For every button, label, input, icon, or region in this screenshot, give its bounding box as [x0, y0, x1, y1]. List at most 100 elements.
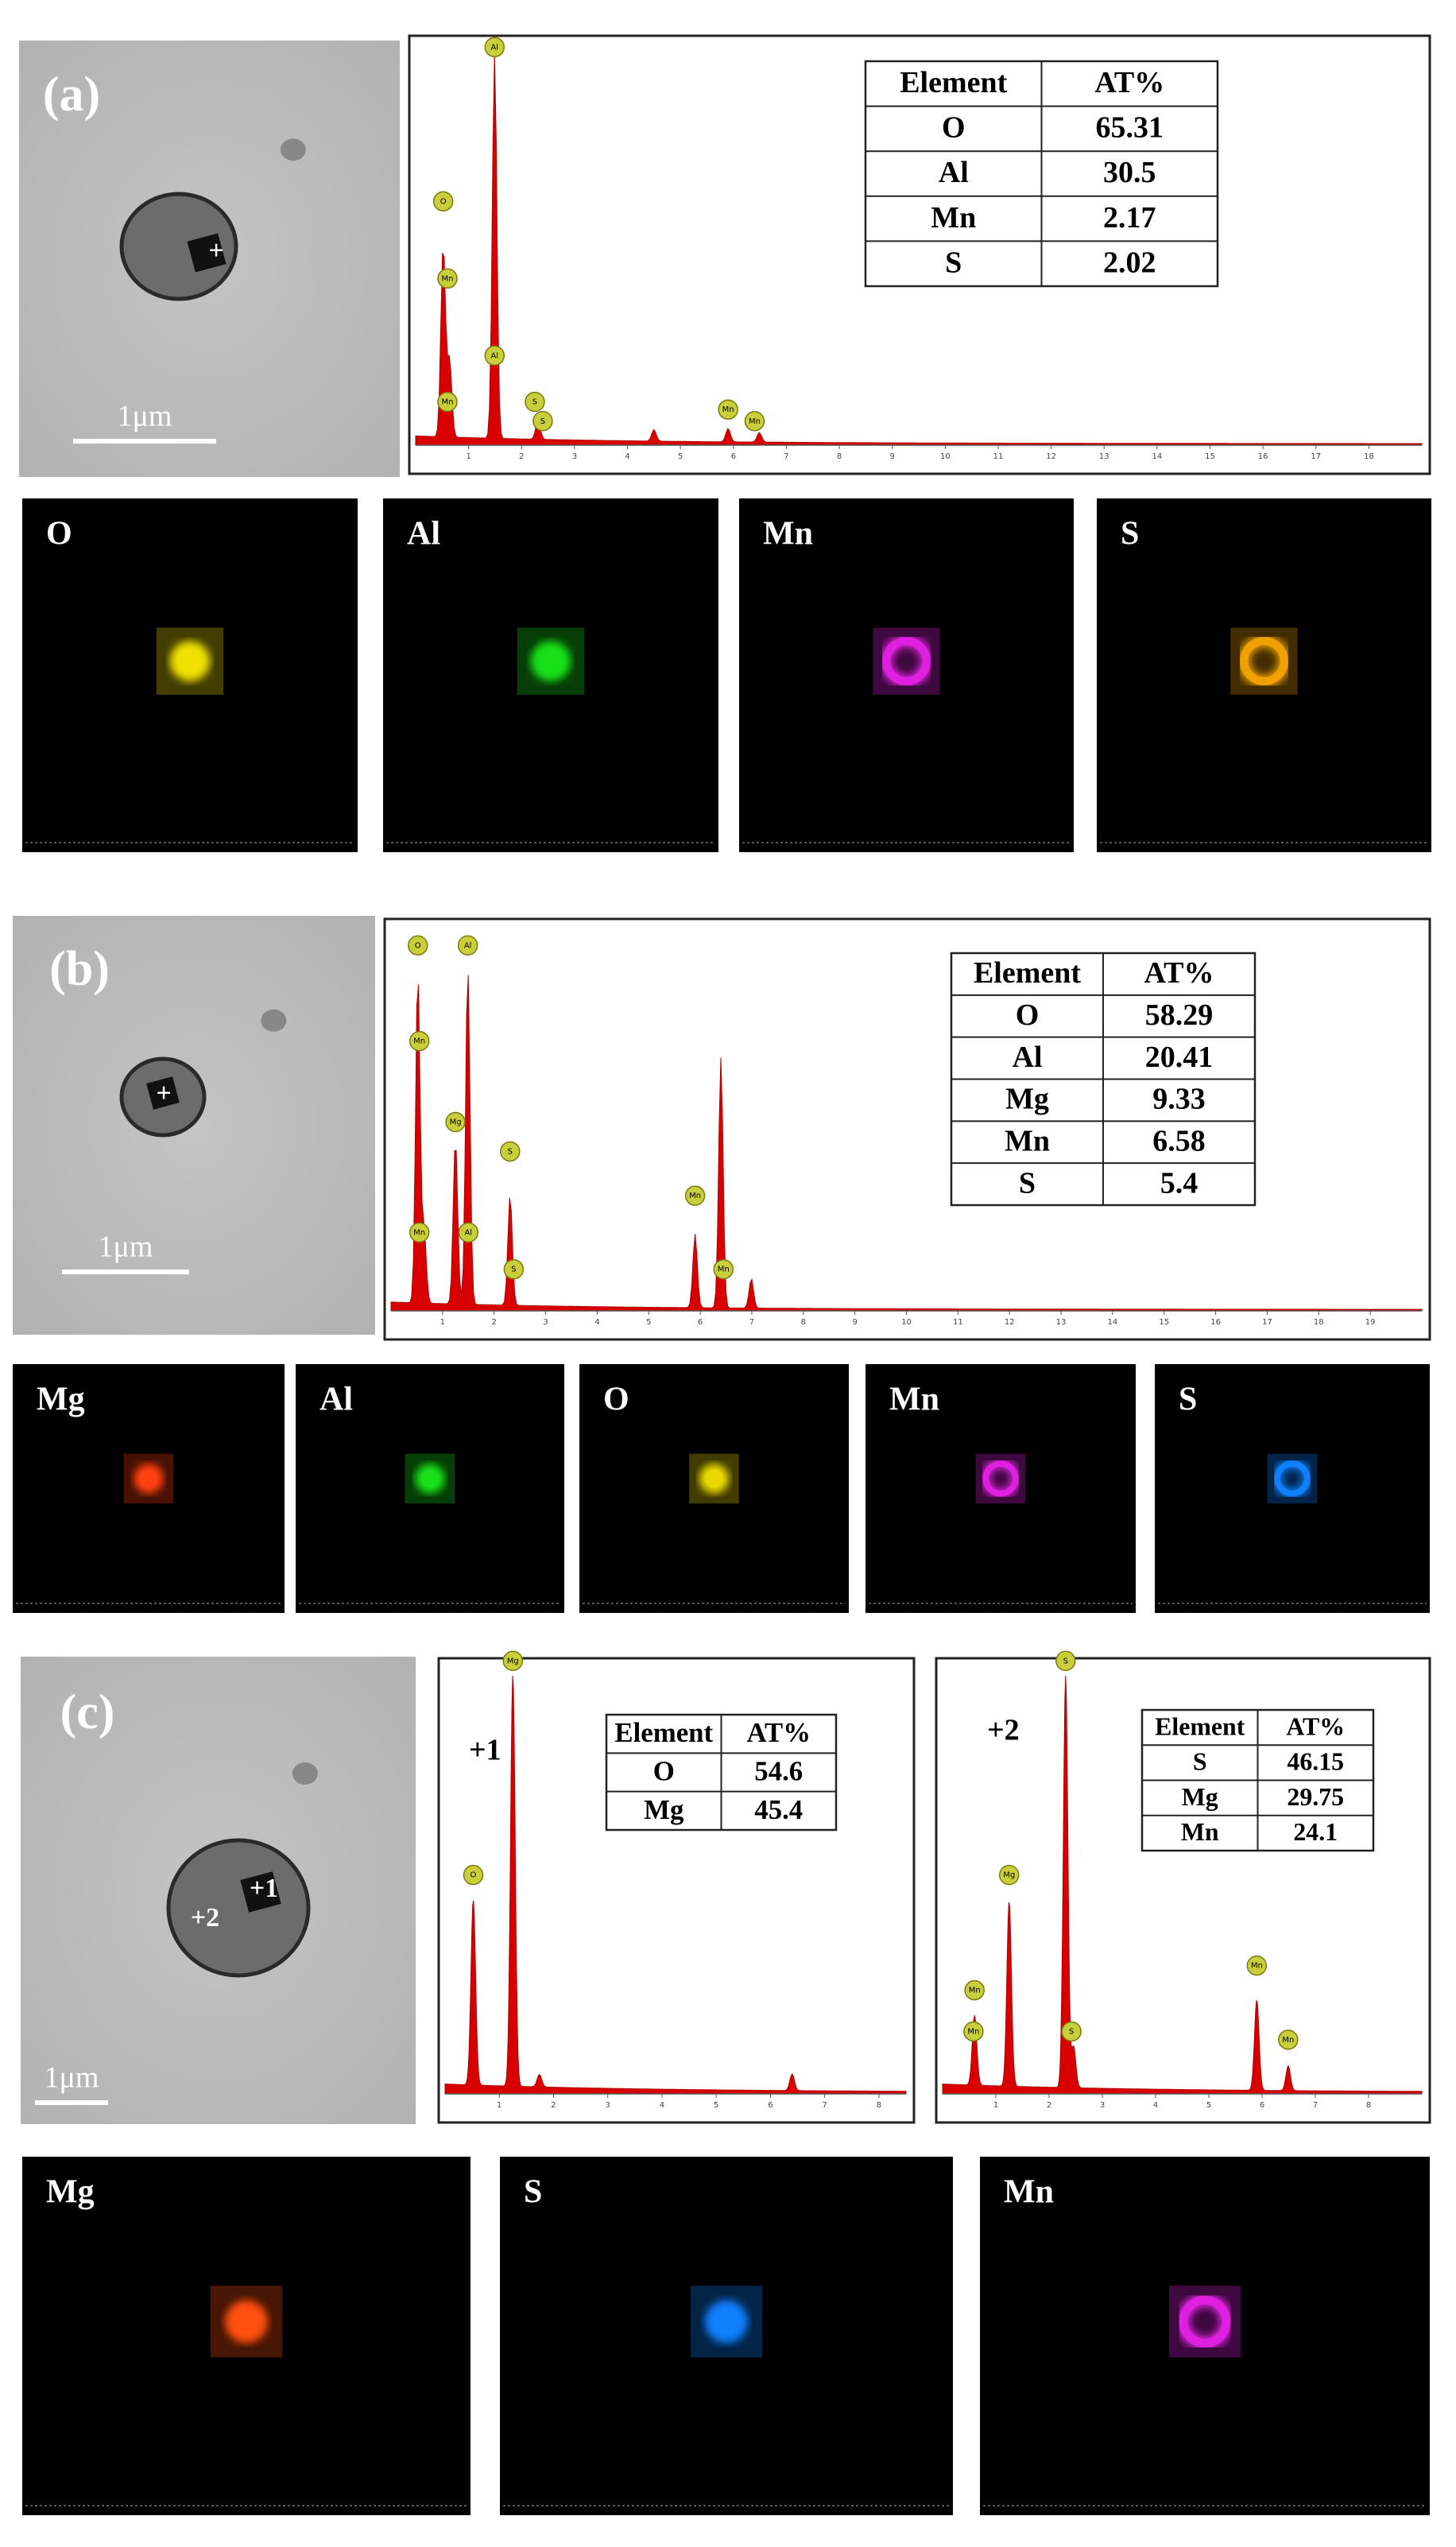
peak-marker [999, 1864, 1020, 1886]
peak-label: Mn [967, 2027, 979, 2036]
table-cell: 65.31 [1096, 111, 1164, 145]
peak-label: Mn [969, 1987, 981, 1995]
map-ring-core [1179, 2295, 1231, 2347]
table-cell: Al [1013, 1041, 1043, 1074]
x-tick-label: 15 [1159, 1318, 1169, 1327]
peak-marker [484, 345, 505, 366]
map-element-label: S [1179, 1382, 1197, 1418]
peak-label: S [540, 417, 545, 426]
map-element-label: Al [319, 1382, 353, 1418]
peak-marker [409, 1030, 430, 1052]
table-header: AT% [1144, 956, 1214, 990]
x-tick-label: 4 [1153, 2101, 1158, 2110]
element-map [1155, 1364, 1430, 1613]
map-element-label: Mn [1004, 2174, 1054, 2211]
peak-label: O [470, 1871, 477, 1880]
particle [292, 1762, 318, 1785]
x-tick-label: 13 [1099, 452, 1109, 461]
map-element-label: Al [407, 516, 440, 552]
peak-label: S [1069, 2027, 1074, 2036]
peak-marker [500, 1141, 521, 1162]
x-tick-label: 7 [1313, 2101, 1318, 2110]
peak-label: Mg [1003, 1871, 1015, 1880]
table-cell: S [945, 246, 962, 279]
map-spot-core [139, 1469, 158, 1488]
peak-label: Mn [1282, 2036, 1294, 2045]
peak-marker [502, 1650, 524, 1672]
x-tick-label: 5 [714, 2101, 718, 2110]
point-marker: +1 [250, 1874, 278, 1903]
peak-label: Mn [413, 1037, 425, 1046]
peak-label: O [415, 941, 421, 950]
scale-label: 1μm [118, 400, 172, 433]
map-element-label: Mn [889, 1382, 939, 1418]
x-tick-label: 4 [625, 452, 629, 461]
peak-marker [713, 1258, 734, 1280]
peak-marker [1278, 2029, 1299, 2050]
map-element-label: Mg [46, 2174, 95, 2211]
peak-marker [484, 37, 505, 58]
x-tick-label: 8 [877, 2101, 881, 2110]
peak-label: Al [490, 351, 498, 360]
x-tick-label: 3 [572, 452, 577, 461]
peak-label: Mn [749, 417, 761, 426]
x-tick-label: 12 [1005, 1318, 1015, 1327]
map-element-label: Mg [37, 1382, 85, 1418]
table-cell: 54.6 [754, 1755, 803, 1786]
peak-marker [964, 1979, 985, 2001]
element-map [980, 2157, 1430, 2515]
x-tick-label: 4 [594, 1318, 599, 1327]
inclusion-core [187, 233, 227, 273]
x-tick-label: 18 [1314, 1318, 1324, 1327]
x-tick-label: 15 [1205, 452, 1215, 461]
table-cell: O [942, 111, 966, 145]
peak-marker [503, 1258, 525, 1280]
peak-marker [684, 1185, 706, 1206]
spectrum-frame [383, 917, 1431, 1341]
peak-label: S [511, 1266, 516, 1274]
peak-marker [463, 1864, 484, 1886]
x-tick-label: 16 [1258, 452, 1268, 461]
x-tick-label: 6 [1260, 2101, 1264, 2110]
table-cell: 45.4 [754, 1794, 803, 1825]
map-spot-core [538, 649, 563, 673]
x-tick-label: 8 [1366, 2101, 1371, 2110]
point-marker: + [208, 236, 223, 266]
table-cell: 30.5 [1103, 156, 1156, 189]
x-tick-label: 17 [1311, 452, 1321, 461]
table-cell: S [1019, 1166, 1036, 1200]
scale-label: 1μm [99, 1231, 153, 1264]
x-tick-label: 1 [497, 2101, 501, 2110]
x-tick-label: 14 [1108, 1318, 1118, 1327]
x-tick-label: 2 [1047, 2101, 1051, 2110]
map-spot-core [705, 1469, 723, 1488]
x-tick-label: 4 [660, 2101, 664, 2110]
spectrum-tag: +2 [987, 1714, 1020, 1747]
table-cell: 2.02 [1103, 246, 1156, 279]
x-tick-label: 7 [784, 452, 788, 461]
peak-label: O [440, 197, 447, 206]
spectrum [942, 1675, 1423, 2095]
table-header: AT% [1286, 1712, 1345, 1740]
map-spot-core [233, 2309, 260, 2335]
peak-marker [437, 391, 458, 413]
peak-marker [409, 1222, 430, 1243]
peak-marker [407, 935, 428, 956]
map-spot-core [713, 2309, 740, 2335]
peak-label: Al [490, 43, 498, 52]
peak-label: S [532, 398, 537, 407]
x-tick-label: 3 [1100, 2101, 1105, 2110]
table-cell: Mg [644, 1794, 684, 1825]
panel-label: (c) [60, 1685, 115, 1739]
table-cell: Mn [931, 201, 976, 235]
inclusion-core [146, 1076, 180, 1110]
x-tick-label: 3 [606, 2101, 610, 2110]
x-tick-label: 10 [901, 1318, 912, 1327]
table-header: Element [1155, 1712, 1245, 1740]
peak-label: Mn [722, 405, 734, 414]
table-header: Element [974, 956, 1081, 990]
map-spot-core [177, 649, 203, 673]
peak-marker [458, 1222, 479, 1243]
peak-label: Mn [689, 1192, 701, 1200]
